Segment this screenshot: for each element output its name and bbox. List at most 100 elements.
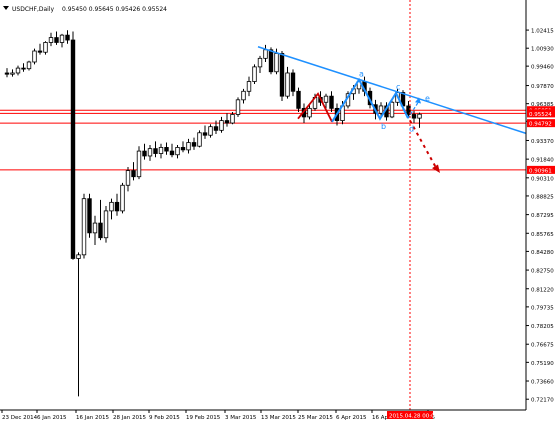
bear-candle-body (131, 170, 136, 178)
bull-candle-body (235, 99, 241, 115)
bull-candle-body (197, 132, 202, 147)
y-tick-label: 0.78205 (531, 324, 554, 330)
wave-label-d: d (409, 125, 414, 134)
bear-candle-body (153, 148, 158, 154)
x-tick-label: 25 Mar 2015 (298, 415, 333, 421)
bull-candle-body (109, 201, 114, 212)
bull-candle-body (417, 113, 422, 119)
bull-candle-body (26, 61, 32, 70)
bull-candle-body (103, 210, 109, 239)
bull-candle-body (378, 105, 384, 114)
bull-candle-body (92, 222, 98, 234)
y-tick-label: 0.90310 (531, 176, 554, 182)
bear-candle-body (406, 105, 411, 115)
bear-candle-body (329, 95, 334, 109)
bear-candle-body (213, 126, 219, 131)
bull-candle-body (230, 114, 235, 124)
x-tick-label: 6 Jan 2015 (37, 415, 67, 421)
bear-candle-body (114, 201, 120, 212)
wave-label-a: a (359, 70, 364, 79)
blue-arrowhead-icon (415, 97, 421, 104)
y-tick-label: 0.75190 (531, 361, 554, 367)
y-tick-label: 0.85765 (531, 232, 554, 238)
x-tick-label: 6 Apr 2015 (336, 415, 367, 421)
time-tag-bg (387, 411, 433, 419)
price-tag-label: 0.90961 (529, 168, 552, 174)
bear-candle-body (4, 72, 10, 75)
time-tag-label: 2015.04.28 00:00 (389, 414, 439, 420)
wave-label-c: c (396, 82, 400, 91)
bear-candle-body (37, 50, 43, 53)
bull-candle-body (186, 142, 191, 151)
bear-candle-body (70, 39, 76, 259)
bull-candle-body (147, 148, 153, 157)
y-tick-label: 0.97870 (531, 84, 554, 90)
bull-candle-body (175, 147, 180, 156)
bear-candle-body (290, 72, 296, 92)
y-tick-label: 0.76675 (531, 343, 554, 349)
y-tick-label: 1.00930 (531, 47, 554, 53)
blue-wave-line (331, 77, 409, 123)
bear-candle-body (191, 142, 197, 147)
time-tag: 2015.04.28 00:00 (387, 411, 439, 420)
bull-candle-body (48, 37, 54, 43)
y-tick-label: 0.79735 (531, 305, 554, 311)
bull-candle-body (76, 254, 81, 259)
bull-candle-body (219, 120, 224, 131)
price-tag-label: 0.94792 (529, 122, 552, 128)
bull-candle-body (158, 147, 164, 154)
bull-candle-body (15, 67, 21, 74)
bull-candle-body (241, 90, 246, 101)
bull-candle-body (307, 107, 312, 118)
bear-candle-body (142, 150, 147, 157)
bull-candle-body (125, 170, 131, 186)
bull-candle-body (208, 126, 213, 136)
y-tick-label: 0.81220 (531, 287, 554, 293)
dropdown-triangle-icon[interactable] (3, 6, 9, 10)
bear-candle-body (268, 49, 274, 73)
bull-candle-body (263, 49, 268, 59)
bull-candle-body (59, 34, 65, 43)
y-tick-label: 0.96385 (531, 102, 554, 108)
bear-candle-body (180, 147, 186, 151)
price-tag-bg (527, 165, 555, 174)
bull-candle-body (323, 95, 329, 103)
bull-candle-body (246, 81, 252, 92)
y-tick-label: 1.02415 (531, 29, 554, 35)
price-tag-label: 0.95524 (529, 112, 552, 118)
ohlc-values: 0.95450 0.95645 0.95426 0.95524 (62, 6, 167, 13)
symbol-label: USDCHF,Daily (12, 6, 55, 13)
bear-candle-body (169, 150, 175, 156)
x-tick-label: 13 Mar 2015 (261, 415, 296, 421)
x-tick-label: 23 Dec 2014 (2, 415, 38, 421)
bull-candle-body (274, 53, 279, 73)
bear-candle-body (21, 67, 26, 70)
y-tick-label: 0.84280 (531, 250, 554, 256)
y-tick-label: 0.87295 (531, 213, 554, 219)
blue-trendline (257, 46, 527, 135)
bear-candle-body (54, 37, 59, 43)
bull-candle-body (32, 50, 37, 63)
red-arrowhead-icon (432, 164, 440, 174)
y-tick-label: 0.99460 (531, 65, 554, 71)
bull-candle-body (285, 72, 290, 97)
y-tick-label: 0.82750 (531, 269, 554, 275)
blue-dashed-arrow (407, 100, 420, 119)
bull-candle-body (252, 66, 257, 82)
bull-candle-body (81, 198, 87, 256)
bear-candle-body (279, 53, 285, 97)
y-tick-label: 0.72170 (531, 398, 554, 404)
x-tick-label: 28 Jan 2015 (113, 415, 146, 421)
price-tag-bg (527, 109, 555, 118)
y-tick-label: 0.91840 (531, 158, 554, 164)
x-tick-label: 19 Feb 2015 (186, 415, 221, 421)
bear-candle-body (65, 34, 70, 41)
bull-candle-body (120, 184, 125, 212)
bull-candle-body (43, 42, 48, 53)
wave-label-b: b (381, 122, 386, 131)
price-tag-bg (527, 119, 555, 128)
bear-candle-body (202, 132, 208, 136)
bull-candle-body (257, 57, 263, 68)
